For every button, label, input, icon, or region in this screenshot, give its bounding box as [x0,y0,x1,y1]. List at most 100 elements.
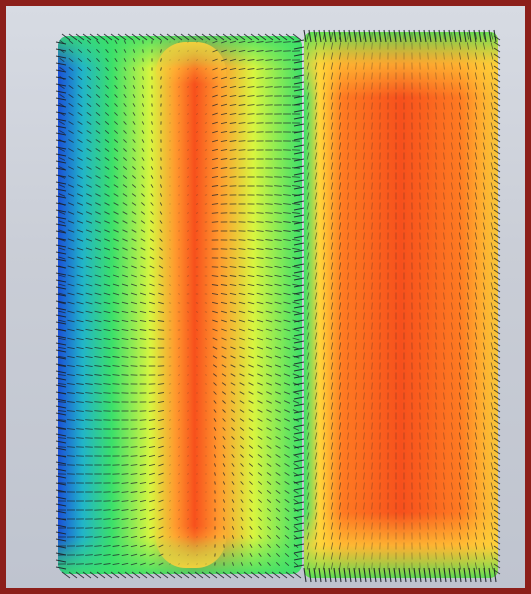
vector-arrow [196,482,198,484]
vector-arrow [257,373,263,377]
vector-arrow [330,82,334,90]
vector-arrow [474,182,478,190]
vector-arrow [339,322,341,330]
vector-arrow [493,473,501,479]
vector-arrow [443,452,445,460]
vector-arrow [451,212,453,220]
vector-arrow [230,328,236,332]
vector-arrow [339,402,341,410]
vector-arrow [371,142,373,150]
vector-arrow [467,412,469,420]
vector-arrow [86,202,92,206]
vector-arrow [330,402,334,410]
vector-arrow [355,252,357,260]
vector-arrow [67,157,75,161]
vector-arrow [123,112,127,116]
vector-arrow [339,392,341,400]
vector-arrow [55,146,67,150]
vector-arrow [158,301,164,305]
vector-arrow [427,462,429,470]
vector-arrow [178,527,180,529]
vector-arrow [322,352,326,360]
vector-arrow [139,464,147,466]
vector-arrow [306,442,310,450]
vector-arrow [292,185,300,187]
vector-arrow [249,562,253,566]
vector-arrow [178,113,180,115]
vector-arrow [293,235,305,239]
vector-arrow [333,29,337,43]
vector-arrow [371,122,373,130]
vector-arrow [67,274,75,278]
vector-arrow [94,392,102,394]
vector-arrow [157,400,165,404]
vector-arrow [482,302,486,310]
vector-arrow [443,502,445,510]
vector-arrow [293,263,305,267]
vector-arrow [85,292,93,296]
vector-arrow [121,518,129,520]
vector-arrow [493,425,501,431]
vector-arrow [95,166,101,170]
vector-arrow [238,95,246,97]
vector-arrow [314,232,318,240]
vector-arrow [139,490,147,494]
vector-arrow [467,382,469,390]
vector-arrow [85,247,93,251]
vector-arrow [195,320,199,322]
vector-arrow [293,550,305,554]
vector-arrow [86,94,92,98]
vector-arrow [451,262,453,270]
vector-arrow [293,403,305,407]
vector-arrow [314,392,318,400]
vector-arrow [178,212,180,214]
vector-arrow [363,512,365,520]
vector-arrow [258,553,262,557]
vector-arrow [222,490,226,494]
vector-arrow [148,392,156,394]
vector-arrow [85,392,93,394]
vector-arrow [459,432,461,440]
vector-arrow [58,319,66,323]
vector-arrow [177,338,181,340]
vector-arrow [427,342,429,350]
vector-arrow [363,522,365,530]
vector-arrow [474,242,478,250]
vector-arrow [131,256,137,260]
vector-arrow [141,139,145,143]
vector-arrow [94,365,102,367]
vector-arrow [103,536,111,538]
vector-arrow [293,284,305,288]
vector-arrow [293,39,305,43]
vector-arrow [306,502,310,510]
vector-arrow [94,374,102,376]
vector-arrow [474,282,478,290]
vector-arrow [355,412,357,420]
vector-arrow [388,567,392,583]
vector-arrow [240,490,244,494]
vector-arrow [330,352,334,360]
vector-arrow [76,410,84,412]
vector-arrow [275,526,281,530]
vector-arrow [113,229,119,233]
vector-arrow [474,472,478,480]
vector-arrow [293,81,305,85]
vector-arrow [168,410,172,412]
vector-arrow [293,466,305,470]
vector-arrow [284,436,290,440]
vector-arrow [355,492,357,500]
vector-arrow [132,175,136,179]
vector-arrow [86,184,92,188]
vector-arrow [347,542,349,550]
vector-arrow [330,132,334,140]
vector-arrow [247,239,255,241]
vector-arrow [474,422,478,430]
vector-arrow [177,419,181,421]
vector-arrow [76,265,84,269]
vector-arrow [205,392,207,394]
vector-arrow [195,239,199,241]
vector-arrow [371,542,373,550]
vector-arrow [55,139,67,143]
vector-arrow [330,282,334,290]
vector-arrow [103,292,111,296]
